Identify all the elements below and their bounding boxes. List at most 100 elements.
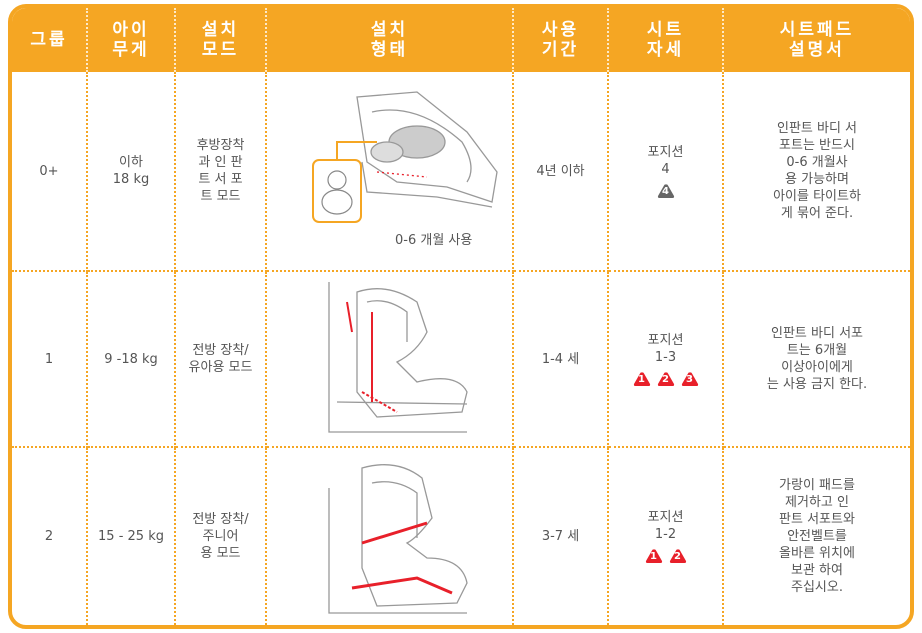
badges: 1 2 3 (633, 371, 699, 387)
weight: 18 kg (112, 172, 150, 187)
pad-description: 보관 하여 (791, 563, 843, 578)
usage-period: 1-4 세 (541, 351, 580, 367)
table-cell: 전방 장착/주니어 용 모드 (176, 448, 267, 625)
badge-number: 2 (674, 551, 681, 562)
badge-shape (657, 371, 674, 386)
pad-description: 포트는 반드시 (779, 138, 855, 153)
badges: 4 (657, 183, 675, 199)
install-mode: 전방 장착/ (192, 343, 249, 358)
header-cell: 사용 기간 (514, 8, 609, 72)
header-cell: 시트패드 설명서 (724, 8, 910, 72)
group: 1 (44, 351, 54, 367)
pad-description: 용 가능하며 (785, 172, 849, 187)
pad-description: 0-6 개월사 (786, 155, 848, 170)
table-cell: 4년 이하 (514, 72, 609, 272)
badge-shape (657, 183, 674, 198)
position-badge: 3 (681, 371, 699, 387)
badge-number: 1 (638, 373, 645, 385)
pad-description: 는 사용 금지 한다. (766, 377, 868, 392)
weight: 15 - 25 kg (98, 529, 164, 544)
table-cell: 포지션 4 4 (609, 72, 724, 272)
badge-number: 2 (662, 373, 669, 385)
pad-description: 안전벨트를 (787, 529, 847, 544)
pad-description: 인판트 바디 서포 (771, 326, 863, 341)
table-cell: 인판트 바디 서포 트는 6개월 이상아이에게 는 사용 금지 한다. (724, 272, 910, 448)
install-mode: 트 모드 (200, 189, 241, 204)
badge-shape (681, 371, 698, 386)
table-cell: 1-4 세 (514, 272, 609, 448)
header-text: 자세 (646, 40, 685, 60)
table-cell (267, 448, 514, 625)
seat-sketch (328, 464, 468, 614)
seat-position: 1-2 (654, 527, 677, 542)
seat-position: 1-3 (654, 349, 677, 365)
position-badge: 2 (657, 371, 675, 387)
pad-description: 올바른 위치에 (779, 546, 855, 561)
header-text: 형태 (370, 40, 409, 60)
header-text: 아이 (112, 20, 150, 40)
seat-position: 4 (661, 161, 670, 177)
badge-shape (633, 371, 650, 386)
table-cell: 0+ (12, 72, 88, 272)
position-badge: 1 (633, 371, 651, 387)
header-text: 무게 (112, 40, 150, 60)
header-cell: 설치 모드 (176, 8, 267, 72)
header-text: 사용 (541, 20, 580, 40)
header-text: 시트패드 (779, 20, 855, 40)
table-cell: 포지션 1-2 1 2 (609, 448, 724, 625)
usage-period: 3-7 세 (541, 529, 580, 544)
image-caption: 0-6 개월 사용 (395, 233, 473, 248)
seat-position: 포지션 (647, 332, 684, 348)
pad-description: 판트 서포트와 (779, 512, 855, 527)
position-badge: 2 (669, 548, 687, 564)
header-text: 기간 (541, 40, 580, 60)
pad-description: 트는 6개월 (786, 343, 848, 358)
badge-shape (645, 549, 662, 563)
badge-number: 3 (686, 373, 693, 385)
header-text: 설치 (370, 20, 409, 40)
header-cell: 아이 무게 (88, 8, 176, 72)
pad-description: 게 묶어 준다. (780, 206, 854, 221)
table-cell: 가랑이 패드를 제거하고 인 판트 서포트와 안전벨트를 올바른 위치에 보관 하여 주십시… (724, 448, 910, 625)
header-cell: 설치 형태 (267, 8, 514, 72)
header-cell: 시트 자세 (609, 8, 724, 72)
group: 2 (44, 529, 54, 544)
badge-number: 1 (650, 551, 657, 562)
group: 0+ (39, 163, 59, 179)
header-text: 설명서 (789, 40, 845, 60)
header-text: 모드 (201, 40, 240, 60)
table-cell: 이하 18 kg (88, 72, 176, 272)
pad-description: 아이를 타이트하 (773, 189, 861, 204)
weight: 9 -18 kg (104, 351, 158, 367)
table-cell: 15 - 25 kg (88, 448, 176, 625)
table-cell: 포지션 1-3 1 2 3 (609, 272, 724, 448)
pad-description: 주십시오. (791, 580, 843, 595)
table-cell: 3-7 세 (514, 448, 609, 625)
seat-sketch (328, 282, 468, 433)
table-cell: 전방 장착/유아용 모드 (176, 272, 267, 448)
usage-period: 4년 이하 (536, 163, 585, 179)
table-cell: 1 (12, 272, 88, 448)
install-mode: 용 모드 (200, 546, 241, 561)
header-cell: 그룹 (12, 8, 88, 72)
table-cell: 9 -18 kg (88, 272, 176, 448)
seat-position: 포지션 (647, 144, 684, 160)
pad-description: 제거하고 인 (785, 495, 849, 510)
table-cell: 0-6 개월 사용 (267, 72, 514, 272)
table-frame: 그룹 아이 무게 설치 모드 설치 형태 사용 기간 시트 자세 시트패드 설명서 0+ 이하 18 kg 후방… (8, 4, 914, 629)
header-text: 설치 (201, 20, 240, 40)
install-mode: 트 서 포 (198, 172, 243, 187)
table-cell (267, 272, 514, 448)
install-mode: 후방장착 (196, 138, 245, 153)
seat-position: 포지션 (647, 510, 684, 525)
install-mode: 주니어 (202, 529, 239, 544)
header-text: 그룹 (30, 30, 68, 50)
table: 그룹 아이 무게 설치 모드 설치 형태 사용 기간 시트 자세 시트패드 설명서 0+ 이하 18 kg 후방… (12, 8, 910, 625)
position-badge: 1 (645, 548, 663, 564)
pad-description: 인판트 바디 서 (776, 121, 858, 136)
install-mode: 유아용 모드 (188, 360, 253, 375)
badge-shape (669, 549, 686, 563)
